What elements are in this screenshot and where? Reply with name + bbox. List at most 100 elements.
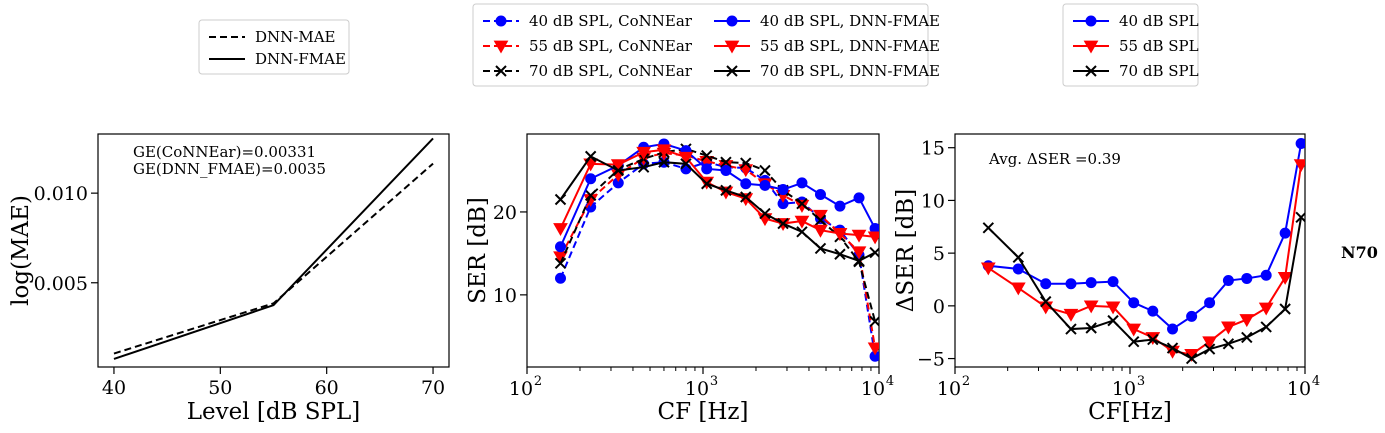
data-point	[759, 164, 771, 177]
data-point	[1241, 272, 1253, 284]
annotation: GE(DNN_FMAE)=0.0035	[133, 160, 326, 178]
plot-frame	[97, 133, 450, 368]
legend-marker	[1083, 40, 1099, 54]
data-point	[980, 262, 996, 276]
y-tick-label: 0.005	[34, 273, 88, 295]
series-line	[559, 148, 876, 238]
series-6	[554, 150, 879, 267]
series-4	[554, 138, 879, 253]
annotation: GE(CoNNEar)=0.00331	[133, 143, 316, 161]
legend-marker	[724, 40, 740, 54]
legend-label: 70 dB SPL	[1119, 62, 1199, 80]
data-point	[796, 226, 808, 238]
data-point	[1258, 302, 1274, 316]
data-point	[680, 158, 692, 170]
data-point	[1222, 338, 1235, 350]
data-point	[814, 242, 827, 255]
x-tick-label: 10	[861, 378, 885, 400]
data-point	[1239, 314, 1255, 328]
data-point	[1221, 321, 1236, 335]
data-point	[1260, 321, 1272, 333]
series-line	[988, 143, 1303, 331]
series-line	[559, 155, 876, 262]
data-point	[740, 178, 752, 190]
data-point	[1295, 137, 1305, 149]
y-tick-label: 0	[933, 296, 945, 318]
data-point	[584, 150, 597, 163]
data-point	[740, 157, 752, 169]
y-axis-label: ΔSER [dB]	[893, 189, 919, 312]
data-point	[834, 248, 846, 260]
data-point	[1012, 251, 1025, 264]
data-point	[637, 161, 650, 173]
series-line	[559, 142, 876, 248]
legend-label: 70 dB SPL, DNN-FMAE	[760, 62, 940, 80]
x-axis-label: CF [Hz]	[658, 399, 749, 425]
x-tick-label: 10	[937, 378, 961, 400]
data-point	[612, 164, 624, 177]
legend-label: 40 dB SPL, DNN-FMAE	[760, 12, 940, 30]
data-point	[701, 178, 713, 190]
legend-label: 40 dB SPL	[1119, 12, 1199, 30]
legend-label: 55 dB SPL, DNN-FMAE	[760, 37, 940, 55]
data-point	[777, 217, 789, 230]
data-point	[678, 151, 694, 165]
y-axis-label: log(MAE)	[8, 195, 34, 306]
data-point	[777, 184, 789, 196]
data-point	[585, 173, 597, 185]
data-point	[1065, 278, 1077, 290]
data-point	[1279, 227, 1291, 239]
data-point	[794, 215, 810, 229]
legend-box	[472, 3, 929, 87]
data-point	[759, 207, 771, 220]
legend-label: 70 dB SPL, CoNNEar	[529, 62, 693, 80]
x-tick-exponent: 4	[886, 374, 894, 389]
data-point	[554, 193, 567, 206]
data-point	[832, 228, 848, 242]
data-point	[796, 197, 808, 210]
data-point	[1241, 331, 1253, 344]
side-label: N70	[1341, 243, 1378, 262]
x-tick-label: 60	[315, 377, 339, 399]
data-point	[1040, 295, 1052, 308]
data-point	[740, 191, 752, 203]
series-2	[980, 159, 1305, 362]
data-point	[584, 189, 597, 202]
data-point	[1040, 278, 1052, 290]
series-line	[987, 164, 1303, 356]
data-point	[720, 164, 732, 176]
x-tick-label: 10	[1112, 378, 1136, 400]
data-point	[813, 224, 828, 238]
series-5	[553, 144, 879, 245]
data-point	[853, 192, 865, 204]
data-point	[1012, 263, 1024, 275]
legend-box	[1062, 3, 1199, 87]
legend-marker	[495, 65, 507, 77]
legend-label: 55 dB SPL	[1119, 37, 1199, 55]
data-point	[1085, 322, 1097, 334]
data-point	[1147, 333, 1159, 346]
data-point	[1107, 314, 1119, 327]
data-point	[1105, 301, 1121, 315]
legend-3: 40 dB SPL 55 dB SPL 70 dB SPL	[1062, 3, 1199, 87]
legend-marker	[493, 40, 509, 54]
legend-label: DNN-FMAE	[255, 50, 346, 68]
legend-marker	[495, 15, 507, 27]
data-point	[554, 257, 567, 270]
x-tick-exponent: 2	[534, 374, 542, 389]
data-point	[814, 189, 826, 201]
data-point	[1128, 297, 1140, 309]
x-tick-label: 70	[421, 377, 445, 399]
x-tick-label: 10	[1287, 378, 1311, 400]
data-point	[1128, 335, 1140, 348]
data-point	[834, 200, 846, 212]
data-point	[1083, 300, 1099, 314]
y-tick-label: 10	[493, 285, 517, 307]
x-tick-label: 50	[208, 377, 232, 399]
y-tick-label: 0.010	[34, 183, 88, 205]
data-point	[1295, 211, 1305, 223]
legend-marker	[1085, 65, 1097, 77]
